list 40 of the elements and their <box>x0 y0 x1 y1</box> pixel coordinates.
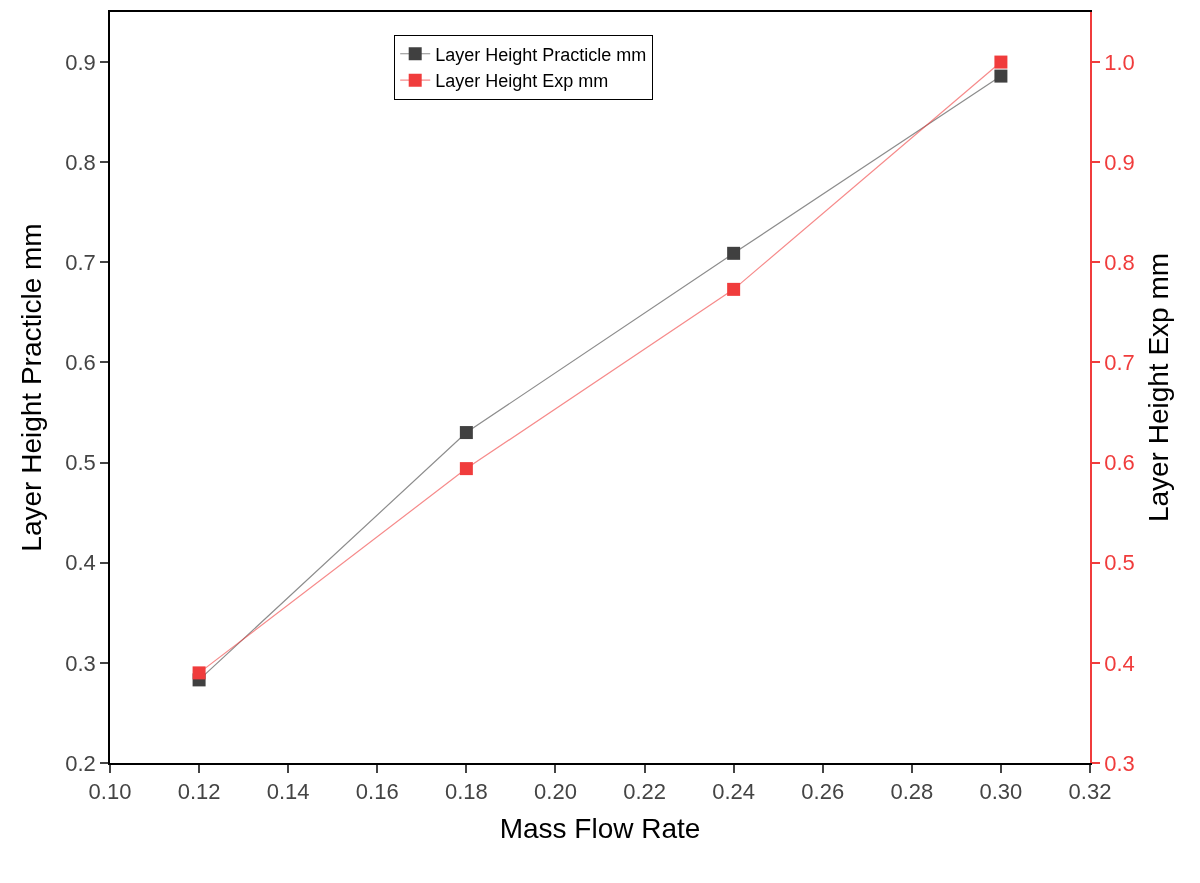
y2-tick-label: 0.6 <box>1104 450 1135 476</box>
y-tick-label: 0.7 <box>65 250 96 276</box>
x-tick-label: 0.28 <box>890 779 934 805</box>
y-axis-title: Layer Height Practicle mm <box>16 223 48 552</box>
point <box>192 666 206 680</box>
point <box>994 69 1008 83</box>
x-tick-label: 0.14 <box>266 779 310 805</box>
y2-tick-label: 0.8 <box>1104 250 1135 276</box>
x-tick-label: 0.30 <box>979 779 1023 805</box>
point <box>459 462 473 476</box>
y2-axis-title: Layer Height Exp mm <box>1143 252 1175 523</box>
x-tick-label: 0.32 <box>1068 779 1112 805</box>
x-tick-label: 0.16 <box>355 779 399 805</box>
y-tick-label: 0.8 <box>65 149 96 175</box>
y-tick-label: 0.3 <box>65 650 96 676</box>
y2-tick-label: 0.9 <box>1104 149 1135 175</box>
y2-tick-label: 0.4 <box>1104 650 1135 676</box>
x-tick-label: 0.12 <box>177 779 221 805</box>
legend-label: Layer Height Exp mm <box>435 71 609 92</box>
y-tick-label: 0.5 <box>65 450 96 476</box>
y-tick-label: 0.9 <box>65 49 96 75</box>
point <box>727 282 741 296</box>
y2-tick-label: 0.3 <box>1104 750 1135 776</box>
x-axis-title: Mass Flow Rate <box>499 812 701 844</box>
x-tick-label: 0.22 <box>623 779 666 805</box>
point <box>994 55 1008 69</box>
point <box>459 426 473 440</box>
y-tick-label: 0.4 <box>65 550 96 576</box>
x-tick-label: 0.24 <box>712 779 756 805</box>
y2-tick-label: 0.7 <box>1104 350 1135 376</box>
point <box>727 246 741 260</box>
y-tick-label: 0.6 <box>65 350 96 376</box>
y2-tick-label: 0.5 <box>1104 550 1135 576</box>
x-tick-label: 0.10 <box>88 779 132 805</box>
x-tick-label: 0.18 <box>444 779 488 805</box>
y2-tick-label: 1.0 <box>1104 49 1135 75</box>
y-tick-label: 0.2 <box>65 750 96 776</box>
x-tick-label: 0.20 <box>534 779 577 805</box>
legend-label: Layer Height Practicle mm <box>435 44 647 65</box>
x-tick-label: 0.26 <box>801 779 845 805</box>
